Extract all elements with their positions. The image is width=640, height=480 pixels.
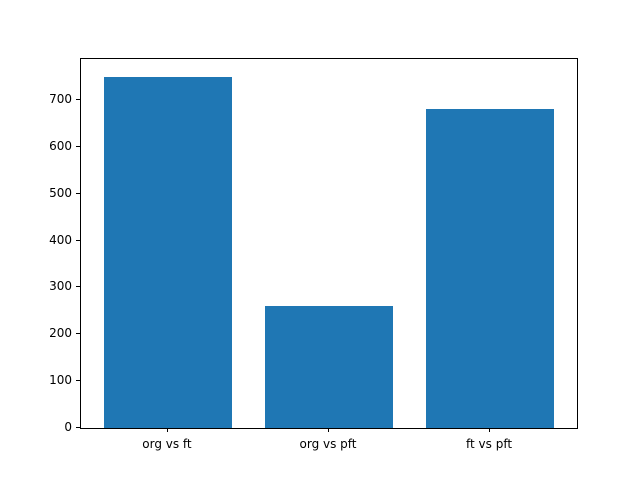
x-tick-label-org-vs-pft: org vs pft [299,437,357,451]
x-tick-label-ft-vs-pft: ft vs pft [466,437,513,451]
plot-area [80,58,578,429]
bar-org-vs-pft [264,306,394,428]
y-tick-label-500: 500 [49,185,72,200]
y-tick-label-100: 100 [49,373,72,388]
y-tick-mark-400 [76,239,80,241]
bar-ft-vs-pft [425,109,555,428]
y-tick-mark-600 [76,145,80,147]
y-tick-label-200: 200 [49,326,72,341]
x-tick-mark-org-vs-ft [166,428,168,432]
y-tick-label-0: 0 [64,420,72,434]
x-tick-mark-ft-vs-pft [489,428,491,432]
y-tick-label-300: 300 [49,279,72,294]
y-tick-mark-100 [76,380,80,382]
y-tick-label-400: 400 [49,232,72,247]
y-tick-mark-300 [76,286,80,288]
x-tick-mark-org-vs-pft [328,428,329,432]
y-tick-label-600: 600 [49,138,72,153]
y-tick-mark-200 [76,333,80,335]
x-tick-label-org-vs-ft: org vs ft [142,437,192,451]
bar-org-vs-ft [103,76,233,428]
y-tick-mark-700 [76,99,80,100]
y-tick-mark-0 [76,427,80,428]
y-tick-label-700: 700 [49,92,72,106]
y-tick-mark-500 [76,192,80,194]
